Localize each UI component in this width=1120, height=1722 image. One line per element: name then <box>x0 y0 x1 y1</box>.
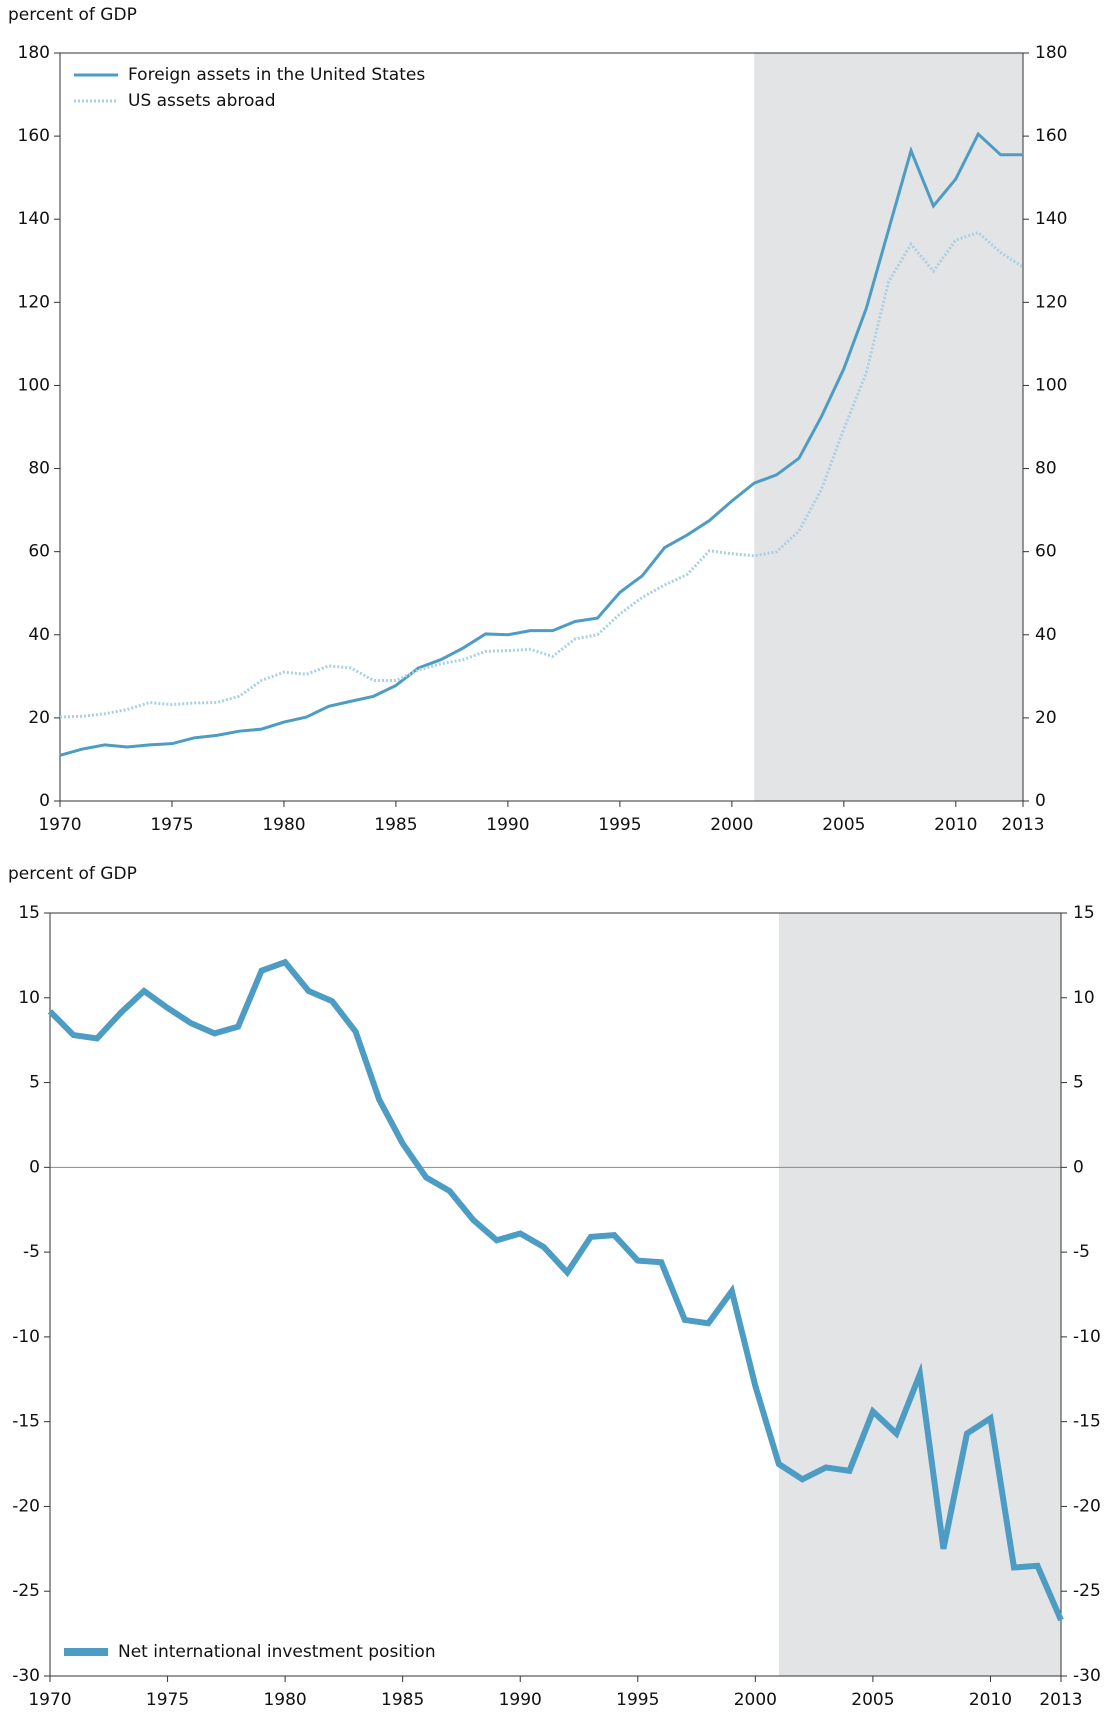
y2-tick-label: -20 <box>1073 1496 1101 1516</box>
y-tick-label: 5 <box>29 1073 40 1093</box>
x-tick-label: 1985 <box>381 1690 424 1710</box>
legend-label: US assets abroad <box>128 91 276 111</box>
y-tick-label: 180 <box>18 43 50 63</box>
x-tick-label: 1980 <box>263 1690 306 1710</box>
x-tick-label: 1970 <box>28 1690 71 1710</box>
y-tick-label: 10 <box>18 988 40 1008</box>
x-tick-label: 2000 <box>734 1690 777 1710</box>
x-tick-label: 2000 <box>710 815 753 835</box>
y2-tick-label: 0 <box>1073 1157 1084 1177</box>
y-tick-label: 0 <box>29 1157 40 1177</box>
plot-frame <box>59 52 1024 802</box>
y-tick-label: 120 <box>18 292 50 312</box>
y2-tick-label: 40 <box>1035 625 1057 645</box>
y-tick-label: -5 <box>23 1242 40 1262</box>
shaded-region <box>754 53 1023 801</box>
y-tick-label: -10 <box>12 1327 40 1347</box>
legend-label: Net international investment position <box>118 1642 436 1662</box>
chart: percent of GDP -30 -30 -25 -25 -20 -20 -15 -15 -1… <box>8 864 1101 1710</box>
x-tick-label: 1995 <box>598 815 641 835</box>
y2-tick-label: 120 <box>1035 292 1067 312</box>
x-tick-label: 2010 <box>969 1690 1012 1710</box>
x-tick-label: 1975 <box>146 1690 189 1710</box>
y-tick-label: 60 <box>28 542 50 562</box>
x-tick-label: 1995 <box>616 1690 659 1710</box>
plot-frame <box>49 912 1062 1677</box>
y2-tick-label: 140 <box>1035 209 1067 229</box>
y-tick-label: 15 <box>18 903 40 923</box>
y2-tick-label: 180 <box>1035 43 1067 63</box>
x-tick-label: 1985 <box>374 815 417 835</box>
x-tick-label: 1990 <box>486 815 529 835</box>
y-tick-label: -15 <box>12 1412 40 1432</box>
legend-label: Foreign assets in the United States <box>128 65 425 85</box>
series-line <box>59 230 1024 719</box>
chart: percent of GDP 0 0 20 20 40 40 60 60 80 80 100 100 12… <box>8 5 1067 835</box>
x-tick-label: 1975 <box>150 815 193 835</box>
y2-tick-label: -30 <box>1073 1666 1101 1686</box>
y-tick-label: 100 <box>18 375 50 395</box>
x-tick-label: 1980 <box>262 815 305 835</box>
x-tick-label: 2005 <box>851 1690 894 1710</box>
y-tick-label: 140 <box>18 209 50 229</box>
y-tick-label: -30 <box>12 1666 40 1686</box>
y-axis-label: percent of GDP <box>8 5 137 25</box>
y2-tick-label: 5 <box>1073 1073 1084 1093</box>
y2-tick-label: -5 <box>1073 1242 1090 1262</box>
y-tick-label: 40 <box>28 625 50 645</box>
y2-tick-label: 100 <box>1035 375 1067 395</box>
y2-tick-label: 15 <box>1073 903 1095 923</box>
x-tick-label: 2010 <box>934 815 977 835</box>
y2-tick-label: -10 <box>1073 1327 1101 1347</box>
x-tick-label: 2005 <box>822 815 865 835</box>
x-tick-label: 1990 <box>499 1690 542 1710</box>
y-tick-label: 80 <box>28 459 50 479</box>
y2-tick-label: 160 <box>1035 126 1067 146</box>
y2-tick-label: -15 <box>1073 1412 1101 1432</box>
y2-tick-label: 10 <box>1073 988 1095 1008</box>
y-tick-label: 20 <box>28 708 50 728</box>
y2-tick-label: 0 <box>1035 791 1046 811</box>
y-tick-label: 0 <box>39 791 50 811</box>
x-tick-label: 2013 <box>1039 1690 1082 1710</box>
x-tick-label: 1970 <box>38 815 81 835</box>
y2-tick-label: 80 <box>1035 459 1057 479</box>
series-line <box>47 958 1064 1622</box>
series-line <box>59 131 1023 757</box>
y-tick-label: -20 <box>12 1496 40 1516</box>
y2-tick-label: -25 <box>1073 1581 1101 1601</box>
shaded-region <box>778 913 1061 1676</box>
y2-tick-label: 60 <box>1035 542 1057 562</box>
y-tick-label: 160 <box>18 126 50 146</box>
x-tick-label: 2013 <box>1001 815 1044 835</box>
y-tick-label: -25 <box>12 1581 40 1601</box>
y2-tick-label: 20 <box>1035 708 1057 728</box>
y-axis-label: percent of GDP <box>8 864 137 884</box>
